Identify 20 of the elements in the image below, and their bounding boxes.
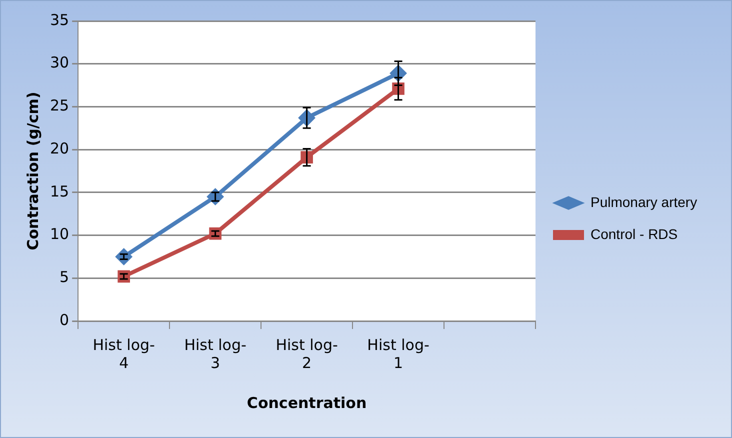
x-tick-label: Hist log-2 [276, 336, 338, 372]
x-tick-label: Hist log-1 [367, 336, 430, 372]
y-tick-label: 10 [50, 225, 70, 244]
legend-label: Control - RDS [590, 226, 678, 242]
y-tick-label: 20 [50, 139, 70, 158]
y-tick-label: 5 [60, 268, 70, 286]
y-tick-label: 0 [60, 310, 70, 329]
y-axis-title: Contraction (g/cm) [24, 92, 42, 250]
x-axis-title: Concentration [246, 394, 367, 412]
point [115, 248, 132, 266]
legend-label: Pulmonary artery [590, 194, 698, 210]
y-tick-label: 25 [50, 96, 70, 115]
point [118, 270, 130, 283]
x-tick-label: Hist log-4 [92, 336, 155, 372]
x-tick-label: Hist log-3 [184, 336, 246, 372]
y-tick-label: 15 [50, 182, 70, 200]
point [209, 227, 222, 240]
y-tick-label: 30 [50, 54, 70, 72]
y-tick-label: 35 [50, 10, 70, 29]
point [206, 188, 224, 206]
